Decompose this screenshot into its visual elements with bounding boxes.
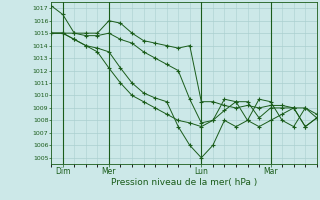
X-axis label: Pression niveau de la mer( hPa ): Pression niveau de la mer( hPa ) xyxy=(111,178,257,187)
